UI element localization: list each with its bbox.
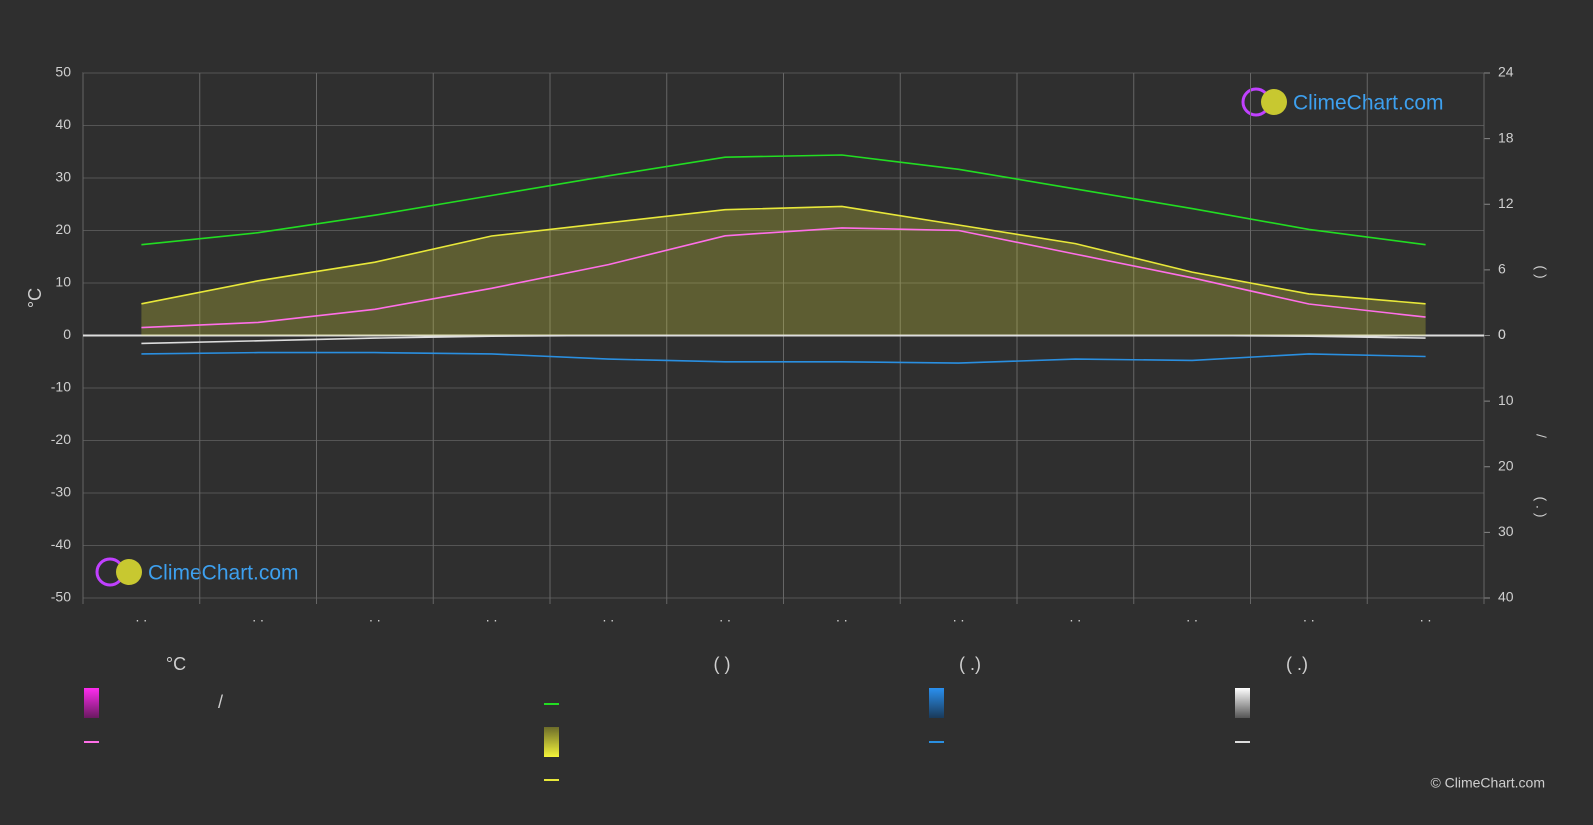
series-line [141, 351, 1426, 364]
y2-tick-label: 18 [1498, 129, 1514, 145]
y2-tick-label: 12 [1498, 195, 1514, 211]
y3-axis-title: / [1533, 434, 1549, 438]
y-tick-label: 10 [55, 274, 71, 290]
y-tick-label: -30 [51, 484, 71, 500]
y-tick-label: 0 [63, 326, 71, 342]
y-tick-label: 30 [55, 169, 71, 185]
x-tick-label: . . [719, 609, 731, 625]
series-area [141, 206, 1426, 336]
series-line [141, 205, 1426, 305]
x-tick-label: . . [486, 609, 498, 625]
x-tick-label: . . [1186, 609, 1198, 625]
y3-tick-label: 0 [1498, 326, 1506, 342]
legend-swatch [544, 727, 559, 757]
y3-tick-label: 40 [1498, 589, 1514, 605]
y2-tick-label: 24 [1498, 64, 1514, 80]
legend-heading: °C [166, 654, 186, 674]
y2-tick-label: 6 [1498, 261, 1506, 277]
y-tick-label: -50 [51, 589, 71, 605]
y2-tick-label: 0 [1498, 326, 1506, 342]
logo-icon [1261, 89, 1287, 115]
x-tick-label: . . [1420, 609, 1432, 625]
copyright: © ClimeChart.com [1430, 775, 1545, 791]
legend: °C / ( ) ( .) ( .) [84, 654, 1308, 757]
y-tick-label: 50 [55, 64, 71, 80]
logo-text: ClimeChart.com [148, 562, 299, 585]
y-axis-title: °C [25, 288, 45, 308]
x-tick-label: . . [1303, 609, 1315, 625]
legend-swatch [84, 688, 99, 718]
x-tick-label: . . [953, 609, 965, 625]
y3-tick-label: 30 [1498, 523, 1514, 539]
legend-swatch [929, 688, 944, 718]
legend-heading: ( .) [959, 654, 981, 674]
x-tick-label: . . [252, 609, 264, 625]
x-tick-label: . . [603, 609, 615, 625]
y-tick-label: 20 [55, 221, 71, 237]
legend-text: / [218, 692, 223, 712]
y-tick-label: -20 [51, 431, 71, 447]
logo-icon [116, 559, 142, 585]
x-tick-label: . . [836, 609, 848, 625]
y3-tick-label: 10 [1498, 392, 1514, 408]
x-tick-label: . . [369, 609, 381, 625]
x-tick-label: . . [136, 609, 148, 625]
y3-tick-label: 20 [1498, 457, 1514, 473]
y-tick-label: -40 [51, 536, 71, 552]
logo: ClimeChart.com ClimeChart.com [95, 87, 1444, 587]
series-line [141, 227, 1426, 329]
series-line [141, 334, 1426, 345]
legend-heading: ( ) [714, 654, 731, 674]
legend-heading: ( .) [1286, 654, 1308, 674]
logo-text: ClimeChart.com [1293, 92, 1444, 115]
y2-axis-title: ( ) [1533, 265, 1549, 278]
y-tick-label: -10 [51, 379, 71, 395]
series-line [141, 154, 1426, 246]
legend-swatch [1235, 688, 1250, 718]
y3-axis-title: ( . ) [1533, 497, 1549, 518]
x-tick-label: . . [1070, 609, 1082, 625]
y-tick-label: 40 [55, 116, 71, 132]
